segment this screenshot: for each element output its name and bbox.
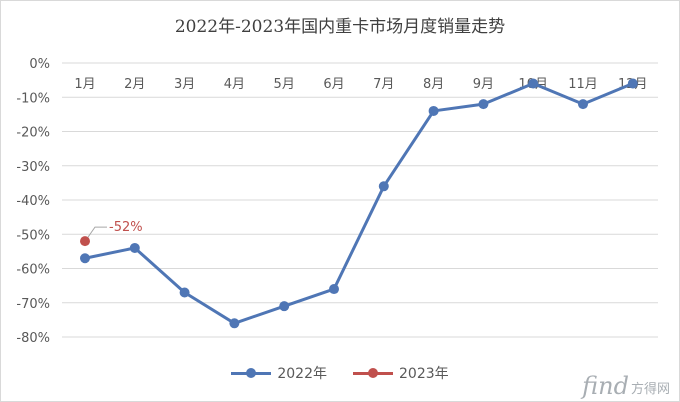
series-line-0 [84,82,634,325]
x-tick-label: 5月 [274,77,295,92]
data-point [478,99,489,110]
y-tick-label: 0% [29,57,50,72]
data-point [129,242,140,253]
data-label-annotations: -52% [87,220,143,238]
legend: 2022年 2023年 [0,363,680,383]
series-lines [80,78,638,329]
data-point [329,284,339,295]
x-tick-label: 6月 [323,77,344,92]
data-point [80,253,90,264]
y-tick-label: -10% [16,91,50,106]
y-tick-label: -50% [16,228,50,243]
watermark-logo-text: find [582,372,629,400]
x-tick-label: 7月 [373,77,394,92]
data-point [428,105,439,116]
x-tick-label: 9月 [473,77,494,92]
data-label-leader [87,226,107,238]
data-label: -52% [109,220,143,235]
x-tick-label: 3月 [174,77,195,92]
data-point [279,301,290,312]
y-tick-label: -20% [16,126,50,141]
data-point [378,181,389,192]
watermark-site-name: 方得网 [630,382,670,397]
chart-title: 2022年-2023年国内重卡市场月度销量走势 [174,17,506,37]
watermark-logo: find 方得网 [582,374,670,398]
y-tick-label: -40% [16,194,50,209]
y-tick-label: -30% [16,160,50,175]
x-tick-label: 1月 [74,77,95,92]
legend-item-2022[interactable]: 2022年 [231,363,327,383]
data-point [578,99,588,110]
y-axis-tick-labels: 0% -10% -20% -30% -40% -50% -60% -70% -80% [16,57,50,346]
legend-swatch-2023 [353,367,393,379]
x-tick-label: 8月 [423,77,444,92]
data-point [229,318,240,329]
data-point [528,78,539,89]
gridlines [62,62,658,338]
x-tick-label: 4月 [224,77,245,92]
y-tick-label: -60% [16,263,50,278]
x-tick-label: 11月 [568,77,598,92]
legend-item-2023[interactable]: 2023年 [353,363,449,383]
data-point [80,236,90,247]
y-tick-label: -70% [16,297,50,312]
data-point [179,287,190,298]
y-tick-label: -80% [16,331,50,346]
legend-label-2023: 2023年 [399,366,449,382]
data-point [627,78,638,89]
legend-swatch-2022 [231,367,272,379]
legend-label-2022: 2022年 [277,366,327,382]
x-axis-tick-labels: 1月2月3月4月5月6月7月8月9月10月11月12月 [74,77,647,92]
x-tick-label: 2月 [124,77,145,92]
